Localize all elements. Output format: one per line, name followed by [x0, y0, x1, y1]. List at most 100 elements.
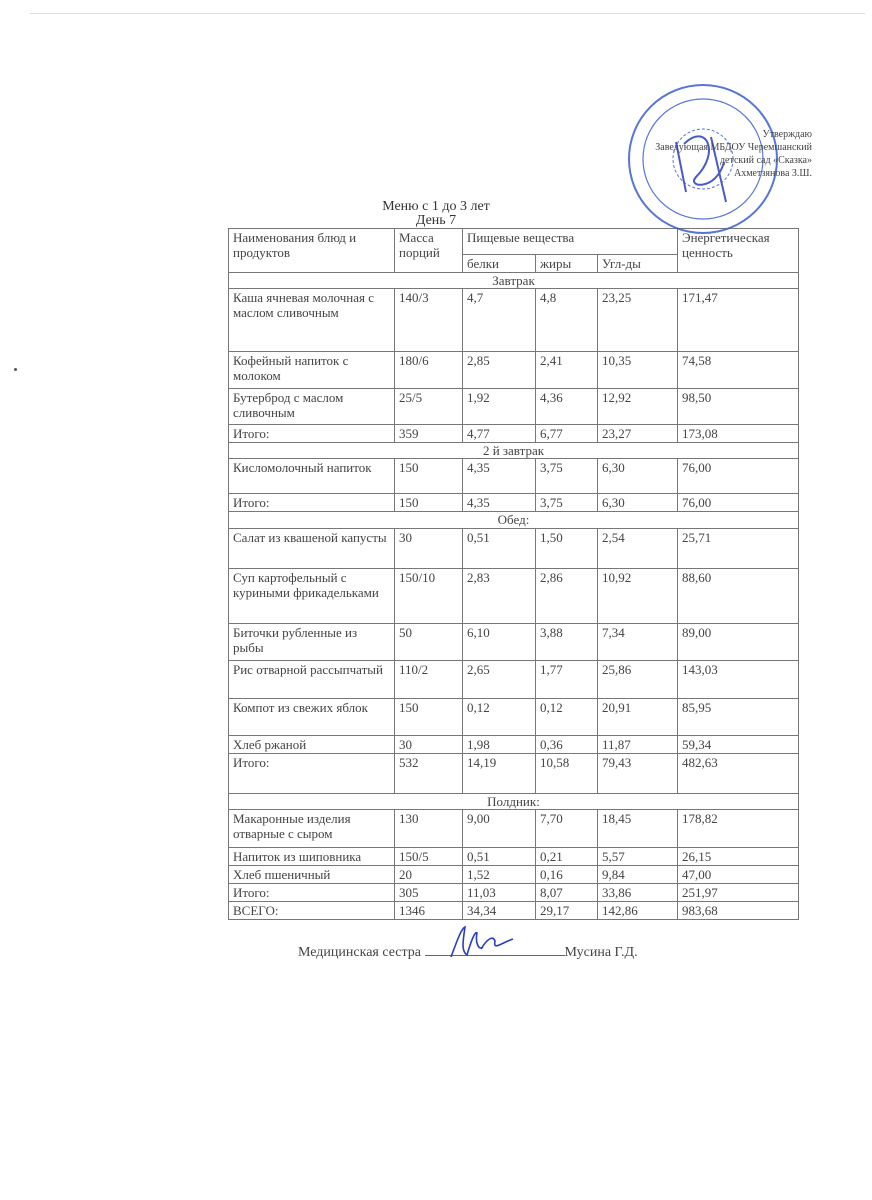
header-mass: Масса порций	[394, 228, 463, 273]
section-title: Полдник:	[228, 793, 799, 810]
menu-table: Наименования блюд и продуктов Масса порц…	[228, 228, 799, 920]
table-row: Кисломолочный напиток 150 4,35 3,75 6,30 76,0…	[228, 458, 799, 494]
signature-role: Медицинская сестра	[298, 945, 422, 960]
approval-line: Заведующая МБДОУ Черемшанский	[655, 142, 812, 153]
carbs-cell: 142,86	[597, 901, 678, 920]
protein-cell: 4,7	[462, 288, 536, 352]
mass-cell: 359	[394, 424, 463, 443]
scan-edge-line	[30, 13, 865, 14]
document-title: Меню с 1 до 3 лет	[382, 199, 490, 214]
fat-cell: 6,77	[535, 424, 598, 443]
protein-cell: 34,34	[462, 901, 536, 920]
mass-cell: 25/5	[394, 388, 463, 425]
table-row: Итого: 532 14,19 10,58 79,43 482,63	[228, 753, 799, 794]
approval-line: детский сад «Сказка»	[719, 155, 812, 166]
fat-cell: 3,75	[535, 493, 598, 512]
fat-cell: 0,12	[535, 698, 598, 736]
protein-cell: 11,03	[462, 883, 536, 902]
mass-cell: 305	[394, 883, 463, 902]
mass-cell: 30	[394, 528, 463, 569]
table-row: Каша ячневая молочная с маслом сливочным…	[228, 288, 799, 352]
carbs-cell: 10,35	[597, 351, 678, 389]
protein-cell: 2,85	[462, 351, 536, 389]
fat-cell: 2,41	[535, 351, 598, 389]
mass-cell: 30	[394, 735, 463, 754]
dish-name: Рис отварной рассыпчатый	[228, 660, 395, 699]
section-row: Завтрак	[228, 272, 799, 289]
energy-cell: 482,63	[677, 753, 799, 794]
protein-cell: 1,98	[462, 735, 536, 754]
handwritten-signature	[449, 925, 513, 958]
dish-name: Хлеб пшеничный	[228, 865, 395, 884]
fat-cell: 1,77	[535, 660, 598, 699]
carbs-cell: 23,27	[597, 424, 678, 443]
dish-name: ВСЕГО:	[228, 901, 395, 920]
energy-cell: 26,15	[677, 847, 799, 866]
table-row: Итого: 305 11,03 8,07 33,86 251,97	[228, 883, 799, 902]
protein-cell: 9,00	[462, 809, 536, 848]
energy-cell: 74,58	[677, 351, 799, 389]
energy-cell: 59,34	[677, 735, 799, 754]
energy-cell: 88,60	[677, 568, 799, 624]
energy-cell: 251,97	[677, 883, 799, 902]
dish-name: Хлеб ржаной	[228, 735, 395, 754]
dish-name: Кофейный напиток с молоком	[228, 351, 395, 389]
table-row: Салат из квашеной капусты 30 0,51 1,50 2,54 2…	[228, 528, 799, 569]
protein-cell: 4,35	[462, 493, 536, 512]
carbs-cell: 11,87	[597, 735, 678, 754]
dish-name: Итого:	[228, 424, 395, 443]
carbs-cell: 25,86	[597, 660, 678, 699]
carbs-cell: 5,57	[597, 847, 678, 866]
signature-name: Мусина Г.Д.	[564, 945, 638, 960]
section-row: Обед:	[228, 511, 799, 529]
table-row: Кофейный напиток с молоком 180/6 2,85 2,41 1…	[228, 351, 799, 389]
fat-cell: 2,86	[535, 568, 598, 624]
mass-cell: 150/5	[394, 847, 463, 866]
dish-name: Итого:	[228, 753, 395, 794]
protein-cell: 2,83	[462, 568, 536, 624]
mass-cell: 110/2	[394, 660, 463, 699]
table-row: Макаронные изделия отварные с сыром 130 9,…	[228, 809, 799, 848]
protein-cell: 1,92	[462, 388, 536, 425]
protein-cell: 4,77	[462, 424, 536, 443]
dish-name: Компот из свежих яблок	[228, 698, 395, 736]
dish-name: Напиток из шиповника	[228, 847, 395, 866]
carbs-cell: 20,91	[597, 698, 678, 736]
header-carbs: Угл-ды	[597, 254, 678, 273]
protein-cell: 4,35	[462, 458, 536, 494]
energy-cell: 173,08	[677, 424, 799, 443]
section-title: 2 й завтрак	[228, 442, 799, 459]
protein-cell: 1,52	[462, 865, 536, 884]
dish-name: Итого:	[228, 493, 395, 512]
energy-cell: 25,71	[677, 528, 799, 569]
header-protein: белки	[462, 254, 536, 273]
fat-cell: 0,36	[535, 735, 598, 754]
energy-cell: 85,95	[677, 698, 799, 736]
protein-cell: 0,51	[462, 528, 536, 569]
dish-name: Итого:	[228, 883, 395, 902]
fat-cell: 3,75	[535, 458, 598, 494]
section-title: Завтрак	[228, 272, 799, 289]
header-energy: Энергетическая ценность	[677, 228, 799, 273]
approval-line: Утверждаю	[762, 129, 812, 140]
scan-speck	[14, 368, 17, 371]
protein-cell: 14,19	[462, 753, 536, 794]
signature-block: Медицинская сестра Мусина Г.Д.	[298, 925, 638, 961]
mass-cell: 150/10	[394, 568, 463, 624]
carbs-cell: 7,34	[597, 623, 678, 661]
mass-cell: 130	[394, 809, 463, 848]
carbs-cell: 18,45	[597, 809, 678, 848]
energy-cell: 47,00	[677, 865, 799, 884]
fat-cell: 0,21	[535, 847, 598, 866]
table-row: Напиток из шиповника 150/5 0,51 0,21 5,57 26,…	[228, 847, 799, 866]
mass-cell: 150	[394, 493, 463, 512]
energy-cell: 178,82	[677, 809, 799, 848]
dish-name: Макаронные изделия отварные с сыром	[228, 809, 395, 848]
dish-name: Суп картофельный с куриными фрикаделькам…	[228, 568, 395, 624]
carbs-cell: 12,92	[597, 388, 678, 425]
section-row: 2 й завтрак	[228, 442, 799, 459]
fat-cell: 1,50	[535, 528, 598, 569]
mass-cell: 150	[394, 698, 463, 736]
document-day: День 7	[415, 213, 457, 228]
protein-cell: 2,65	[462, 660, 536, 699]
